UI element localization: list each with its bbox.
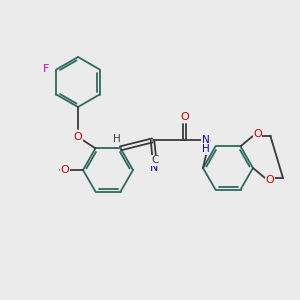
Text: O: O [180, 112, 189, 122]
Text: F: F [43, 64, 50, 74]
Text: O: O [253, 129, 262, 139]
Text: O: O [266, 175, 274, 185]
Text: H: H [202, 144, 209, 154]
Text: O: O [61, 165, 69, 175]
Text: N: N [202, 135, 209, 145]
Text: C: C [152, 155, 159, 165]
Text: H: H [112, 134, 120, 144]
Text: N: N [150, 163, 159, 173]
Text: O: O [74, 132, 82, 142]
